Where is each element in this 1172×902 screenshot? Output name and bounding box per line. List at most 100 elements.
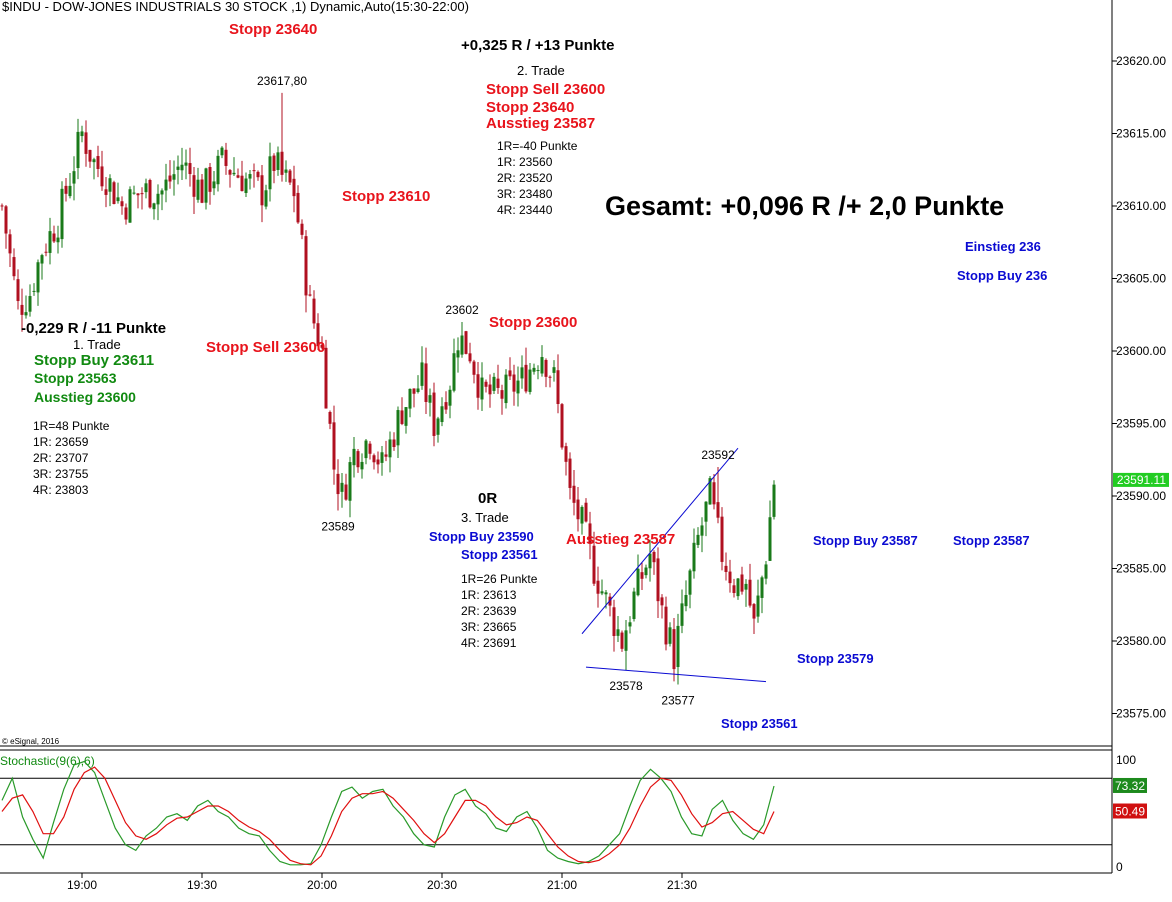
candle-body bbox=[404, 407, 408, 426]
candle-body bbox=[624, 630, 628, 651]
candle-body bbox=[576, 499, 580, 520]
candle-body bbox=[104, 189, 108, 195]
candle-body bbox=[632, 591, 636, 620]
candle-body bbox=[584, 502, 588, 522]
trade-annotation: 2. Trade bbox=[517, 63, 565, 78]
trade-annotation: Ausstieg 23587 bbox=[486, 115, 595, 132]
candle-body bbox=[748, 579, 752, 606]
price-tick-label: 23595.00 bbox=[1116, 417, 1166, 431]
trade-annotation: Stopp Buy 236 bbox=[957, 268, 1047, 283]
stochastic-value-label: 50.49 bbox=[1115, 805, 1145, 819]
candle-body bbox=[500, 390, 504, 399]
candle-body bbox=[552, 367, 556, 373]
trade-annotation: 1R=48 Punkte bbox=[33, 419, 110, 433]
candle-body bbox=[272, 155, 276, 171]
candle-body bbox=[616, 629, 620, 636]
price-marker-label: 23589 bbox=[321, 520, 355, 534]
candle-body bbox=[664, 606, 668, 645]
candle-body bbox=[440, 406, 444, 423]
candle-body bbox=[68, 185, 72, 197]
stochastic-value-badge bbox=[1113, 803, 1147, 819]
candle-body bbox=[108, 178, 112, 192]
candle-body bbox=[704, 501, 708, 522]
candle-body bbox=[508, 370, 512, 377]
trade-annotation: 3R: 23755 bbox=[33, 467, 89, 481]
trade-annotation: Stopp Buy 23587 bbox=[813, 533, 918, 548]
candle-body bbox=[568, 458, 572, 488]
candle-body bbox=[164, 179, 168, 191]
price-tick-label: 23580.00 bbox=[1116, 634, 1166, 648]
candle-body bbox=[536, 370, 540, 372]
candle-body bbox=[180, 164, 184, 171]
candle-body bbox=[64, 185, 68, 194]
trade-annotation: Stopp 23561 bbox=[721, 716, 798, 731]
candle-body bbox=[572, 485, 576, 503]
candle-body bbox=[712, 482, 716, 505]
candle-body bbox=[264, 190, 268, 207]
candle-body bbox=[340, 482, 344, 492]
candle-body bbox=[756, 595, 760, 617]
candle-body bbox=[496, 378, 500, 388]
chart-title: $INDU - DOW-JONES INDUSTRIALS 30 STOCK ,… bbox=[2, 0, 469, 14]
candle-body bbox=[100, 166, 104, 187]
trade-annotation: Stopp 23579 bbox=[797, 651, 874, 666]
candle-body bbox=[132, 192, 136, 194]
trade-annotation: 1R: 23560 bbox=[497, 155, 553, 169]
candle-body bbox=[268, 156, 272, 190]
trade-annotation: Stopp 23563 bbox=[34, 370, 117, 386]
candle-body bbox=[528, 369, 532, 392]
candle-body bbox=[284, 169, 288, 173]
candle-body bbox=[176, 166, 180, 170]
candle-body bbox=[556, 370, 560, 405]
trade-annotation: 1R=26 Punkte bbox=[461, 572, 538, 586]
candle-body bbox=[716, 502, 720, 518]
candle-body bbox=[424, 363, 428, 402]
annotations: 23617,80 23589 23602 23578 23592 23577 Stopp 2… bbox=[21, 21, 1047, 731]
candle-body bbox=[280, 151, 284, 175]
trade-annotation: 0R bbox=[478, 490, 497, 507]
candle-body bbox=[120, 201, 124, 207]
candle-body bbox=[308, 294, 312, 296]
candle-body bbox=[488, 384, 492, 395]
trade-annotation: Stopp 23640 bbox=[229, 21, 317, 38]
trade-annotation: 2R: 23520 bbox=[497, 171, 553, 185]
candle-body bbox=[368, 443, 372, 454]
candle-body bbox=[732, 585, 736, 594]
candle-body bbox=[596, 580, 600, 594]
candle-body bbox=[204, 168, 208, 203]
candle-body bbox=[736, 578, 740, 597]
price-marker-label: 23617,80 bbox=[257, 74, 307, 88]
candle-body bbox=[692, 542, 696, 572]
trade-annotation: Einstieg 236 bbox=[965, 239, 1041, 254]
candle-body bbox=[592, 545, 596, 584]
trade-annotation: 1R: 23659 bbox=[33, 435, 89, 449]
candle-body bbox=[20, 304, 24, 315]
candle-body bbox=[140, 193, 144, 195]
candle-body bbox=[88, 149, 92, 162]
candle-body bbox=[188, 163, 192, 175]
candle-body bbox=[696, 534, 700, 545]
candle-body bbox=[512, 374, 516, 392]
candle-body bbox=[72, 171, 76, 184]
candle-body bbox=[532, 367, 536, 372]
candle-body bbox=[452, 353, 456, 391]
candle-body bbox=[304, 236, 308, 296]
candle-body bbox=[244, 178, 248, 193]
price-tick-label: 23590.00 bbox=[1116, 489, 1166, 503]
candle-body bbox=[12, 257, 16, 277]
candle-body bbox=[604, 592, 608, 595]
stochastic-min-label: 0 bbox=[1116, 860, 1123, 874]
candle-body bbox=[156, 193, 160, 205]
trade-annotation: Stopp 23610 bbox=[342, 188, 430, 205]
stochastic-value-label: 73.32 bbox=[1115, 779, 1145, 793]
candle-body bbox=[32, 290, 36, 292]
candle-body bbox=[388, 439, 392, 458]
candle-body bbox=[744, 583, 748, 590]
trade-annotation: 4R: 23803 bbox=[33, 483, 89, 497]
trade-annotation: +0,325 R / +13 Punkte bbox=[461, 37, 614, 54]
candle-body bbox=[524, 364, 528, 392]
candle-body bbox=[276, 152, 280, 170]
candle-body bbox=[772, 484, 776, 517]
candle-body bbox=[136, 193, 140, 196]
